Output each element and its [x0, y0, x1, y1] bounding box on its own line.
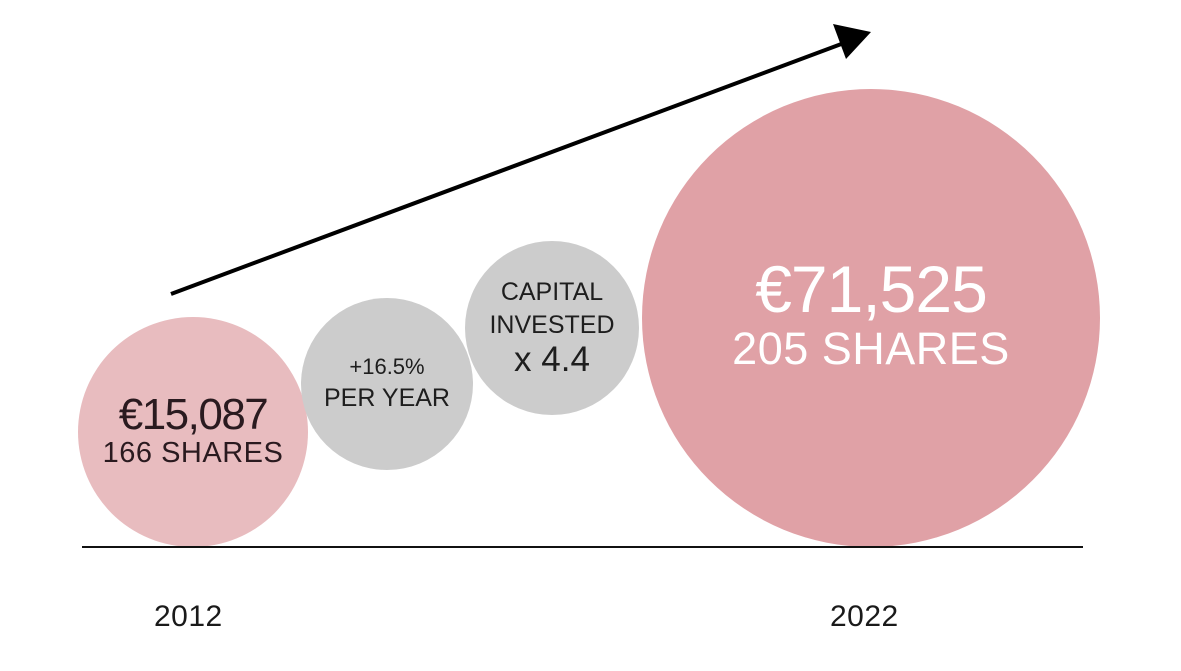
capital-caption-line2: INVESTED: [489, 310, 615, 339]
end-shares-label: 205 SHARES: [732, 323, 1010, 374]
end-value-label: €71,525: [755, 252, 988, 326]
x-axis-label-2012: 2012: [154, 600, 223, 633]
annual-growth-rate: +16.5%: [349, 354, 425, 380]
end-value-bubble: €71,525 205 SHARES: [642, 89, 1100, 547]
start-value-bubble: €15,087 166 SHARES: [78, 317, 308, 547]
annual-growth-caption: PER YEAR: [324, 384, 450, 413]
trend-arrow-head: [833, 24, 871, 59]
x-axis-label-2022: 2022: [830, 600, 899, 633]
trend-arrow-shaft: [170, 41, 845, 296]
start-value-label: €15,087: [118, 390, 269, 440]
baseline: [82, 546, 1083, 548]
start-shares-label: 166 SHARES: [102, 437, 284, 470]
capital-multiple-value: x 4.4: [514, 340, 590, 380]
capital-caption-line1: CAPITAL: [500, 278, 604, 307]
capital-multiple-bubble: CAPITAL INVESTED x 4.4: [465, 241, 639, 415]
annual-growth-bubble: +16.5% PER YEAR: [301, 298, 473, 470]
